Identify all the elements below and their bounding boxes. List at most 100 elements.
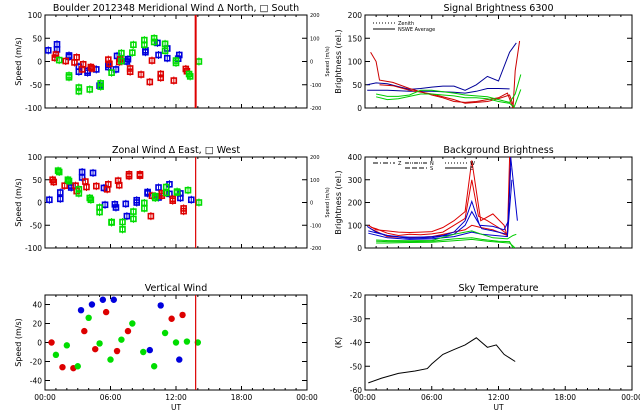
- panel-background: Background Brightness 400 300 200 100 0 Bright…: [334, 145, 633, 253]
- data-point-green: [118, 336, 125, 343]
- data-point-green: [129, 320, 136, 327]
- chart-title: Vertical Wind: [145, 283, 207, 294]
- data-layer: [45, 34, 203, 96]
- data-layer: [368, 337, 516, 384]
- y2-axis-label: Speed (m/s): [325, 187, 331, 217]
- series-line-blue-2: [368, 168, 512, 239]
- chart-title: Signal Brightness 6300: [443, 3, 553, 14]
- y-tick-label: -50: [30, 221, 42, 230]
- x-axis-label: UT: [493, 403, 503, 412]
- plot-frame: [364, 294, 633, 391]
- series-line-red-1: [370, 40, 521, 108]
- data-point-green: [74, 363, 81, 370]
- series-line-blue-3: [368, 179, 513, 240]
- y-axis-label: (K): [334, 337, 343, 349]
- y-tick-label: 100: [28, 11, 43, 20]
- series-line-green-2: [375, 89, 522, 108]
- chart-title: Boulder 2012348 Meridional Wind Δ North,…: [53, 3, 299, 14]
- data-point-red: [102, 308, 110, 316]
- y-tick-label: 100: [348, 58, 363, 67]
- y2-tick-label: -200: [310, 246, 321, 252]
- x-axis-label: UT: [171, 403, 181, 412]
- y2-tick-label: 200: [310, 155, 320, 161]
- y-tick-label: 0: [357, 244, 362, 253]
- legend-label: N: [430, 161, 434, 167]
- y-tick-label: 0: [37, 58, 42, 67]
- y-axis-label: Speed (m/s): [14, 37, 23, 86]
- data-point-red: [81, 327, 88, 335]
- series-line-red-2: [379, 84, 515, 108]
- chart-title: Zonal Wind Δ East, □ West: [112, 145, 240, 156]
- panel-signal: Signal Brightness 6300 200 150 100 50 0 Bright…: [334, 3, 633, 113]
- data-point-blue: [157, 302, 164, 309]
- data-point-green: [107, 356, 114, 363]
- data-point-green: [140, 348, 147, 356]
- series-line-green-3: [376, 238, 516, 248]
- y-tick-label: 0: [357, 104, 362, 113]
- y-tick-label: 50: [32, 176, 42, 185]
- data-point-red: [92, 345, 99, 353]
- data-point-green: [63, 342, 71, 349]
- y-tick-label: 100: [28, 153, 43, 162]
- panel-vertical: Vertical Wind 00:00 06:00 12:00 18:00 00:00 UT…: [14, 283, 318, 412]
- chart-title: Background Brightness: [443, 145, 553, 156]
- data-point-blue: [99, 296, 107, 303]
- y-tick-label: -20: [30, 358, 42, 367]
- legend-label: E: [470, 166, 473, 172]
- y-axis-label: Brightness (rel.): [334, 29, 343, 93]
- y-tick-label: 100: [348, 221, 363, 230]
- data-point-green: [150, 363, 158, 370]
- y2-tick-label: 100: [310, 178, 320, 184]
- data-layer: [367, 40, 522, 108]
- y2-tick-label: -200: [310, 106, 321, 112]
- y-tick-label: -30: [350, 315, 362, 324]
- y-tick-label: 300: [348, 176, 363, 185]
- y-tick-label: 400: [348, 153, 363, 162]
- y-tick-label: -60: [350, 386, 362, 395]
- data-point-red: [179, 311, 186, 319]
- data-point-green: [172, 339, 180, 346]
- y-tick-label: -40: [30, 377, 42, 386]
- series-line-green-1: [376, 230, 517, 242]
- series-line-sky-temp: [368, 337, 516, 384]
- x-tick-label: 06:00: [421, 393, 443, 402]
- y-tick-label: 150: [348, 34, 363, 43]
- panel-sky: Sky Temperature 00:00 06:00 12:00 18:00 00:00…: [334, 283, 640, 412]
- series-line-red-2: [370, 179, 511, 237]
- panel-meridional: Boulder 2012348 Meridional Wind Δ North,…: [14, 3, 331, 113]
- x-tick-label: 00:00: [34, 393, 56, 402]
- data-point-red: [113, 347, 121, 355]
- x-tick-label: 18:00: [554, 393, 576, 402]
- x-tick-label: 06:00: [100, 393, 122, 402]
- legend-label: NSWE Average: [398, 27, 435, 33]
- y2-tick-label: 200: [310, 13, 320, 19]
- y-tick-label: 0: [37, 199, 42, 208]
- y2-axis-label: Speed (m/s): [325, 46, 331, 76]
- data-point-green: [85, 314, 92, 321]
- y-tick-label: 20: [32, 320, 42, 329]
- data-layer: [366, 157, 518, 248]
- series-line-green-2: [376, 237, 514, 248]
- y-tick-label: -100: [25, 244, 42, 253]
- y-tick-label: -40: [350, 339, 362, 348]
- series-line-blue-2: [367, 88, 510, 94]
- y-axis-label: Speed (m/s): [14, 178, 23, 227]
- y-axis-label: Speed (m/s): [14, 318, 23, 367]
- series-line-red-1: [368, 157, 511, 237]
- data-point-blue: [88, 301, 96, 308]
- y-tick-label: -20: [350, 291, 362, 300]
- legend-label: Z: [398, 161, 402, 167]
- y2-tick-label: -100: [310, 83, 321, 89]
- y-tick-label: 200: [348, 11, 363, 20]
- y-tick-label: -50: [30, 81, 42, 90]
- y-tick-label: 40: [32, 301, 42, 310]
- chart-title: Sky Temperature: [458, 283, 538, 294]
- x-tick-label: 00:00: [296, 393, 318, 402]
- legend-label: S: [430, 166, 433, 172]
- y-tick-label: 50: [32, 34, 42, 43]
- x-tick-label: 12:00: [488, 393, 510, 402]
- legend-label: Zenith: [398, 21, 414, 27]
- data-point-blue: [77, 307, 85, 314]
- x-tick-label: 18:00: [231, 393, 253, 402]
